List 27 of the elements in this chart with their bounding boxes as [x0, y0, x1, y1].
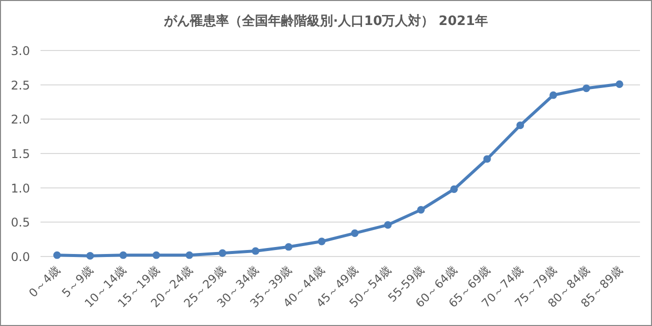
x-tick-label: 0～4歳 — [26, 262, 64, 300]
point — [284, 243, 292, 251]
point — [119, 251, 128, 259]
y-tick-label: 2.0 — [10, 112, 30, 127]
point — [252, 247, 260, 255]
point — [318, 238, 326, 246]
y-tick-label: 0.0 — [10, 250, 30, 264]
chart-title: がん罹患率（全国年齢階級別·人口10万人対） 2021年 — [163, 13, 488, 29]
y-tick-label: 1.5 — [10, 147, 30, 161]
point — [152, 251, 160, 259]
point — [450, 185, 458, 194]
point — [582, 84, 590, 92]
point — [616, 80, 624, 88]
point — [516, 122, 524, 130]
point — [384, 221, 392, 229]
point — [86, 252, 94, 260]
point — [483, 155, 491, 163]
point — [350, 229, 359, 237]
y-tick-label: 2.5 — [10, 78, 30, 92]
point — [549, 91, 558, 99]
y-tick-label: 1.0 — [10, 181, 30, 196]
point — [218, 249, 226, 257]
point — [53, 251, 61, 259]
y-tick-label: 3.0 — [10, 44, 30, 58]
point — [186, 251, 194, 259]
point — [417, 206, 425, 214]
y-tick-label: 0.5 — [10, 216, 30, 230]
